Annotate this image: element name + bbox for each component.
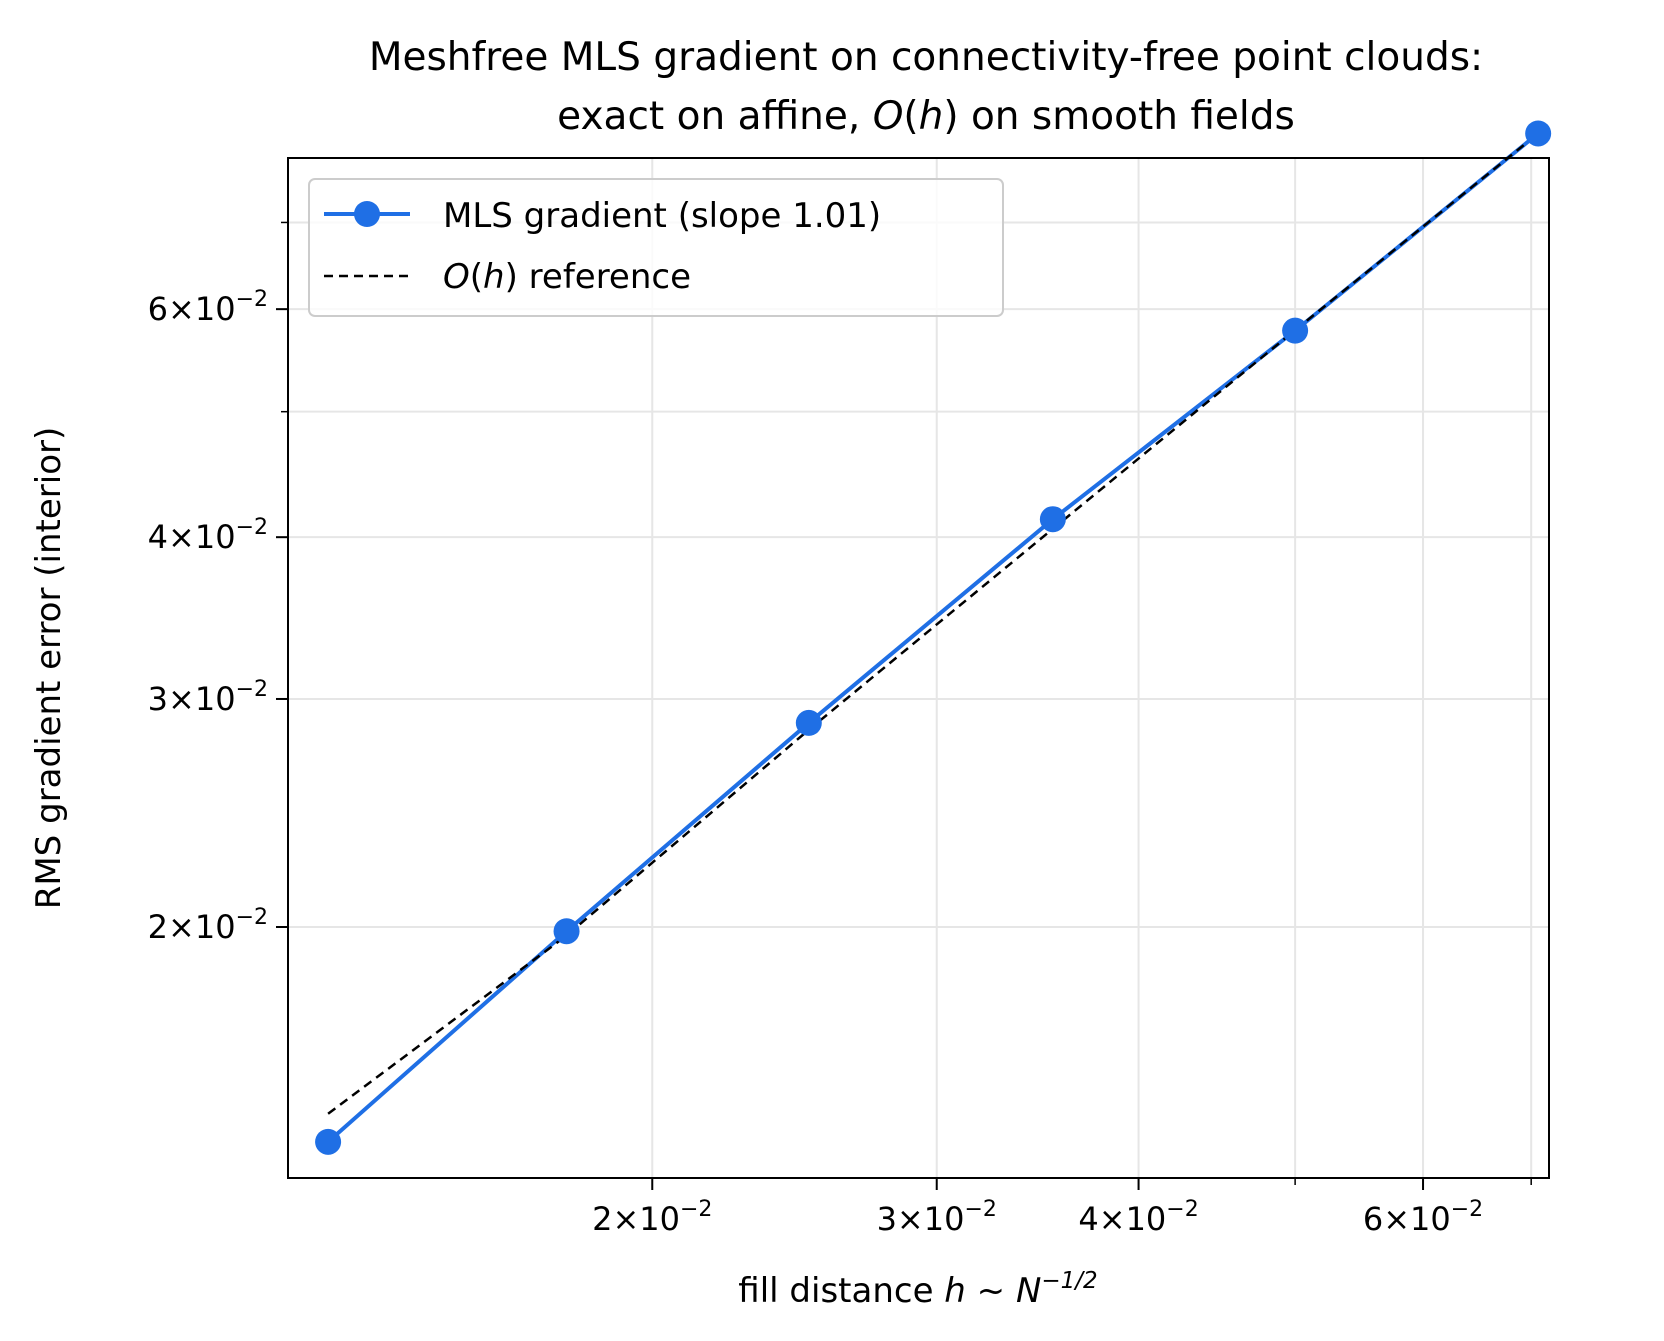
x-tick-label: 3×10−2 xyxy=(877,1197,997,1238)
data-point-mls xyxy=(553,918,580,945)
y-tick-label: 2×10−2 xyxy=(148,905,268,946)
legend: MLS gradient (slope 1.01) O(h) reference xyxy=(308,178,1004,317)
series-line-reference xyxy=(327,132,1539,1115)
data-point-mls xyxy=(1039,506,1066,533)
x-tick-label: 6×10−2 xyxy=(1363,1197,1483,1238)
data-point-mls xyxy=(1282,317,1309,344)
x-tick-label: 4×10−2 xyxy=(1078,1197,1198,1238)
data-point-mls xyxy=(315,1128,342,1155)
chart-title-line2: exact on affine, O(h) on smooth fields xyxy=(557,94,1295,139)
y-tick-label: 6×10−2 xyxy=(148,287,268,328)
axis-ticks: 2×10−2 3×10−2 4×10−2 6×10−2 2×10−2 3×10−2 4×10… xyxy=(148,221,1532,1238)
legend-label-reference: O(h) reference xyxy=(443,257,691,297)
legend-label-mls: MLS gradient (slope 1.01) xyxy=(443,196,881,236)
plot-frame xyxy=(287,157,1550,1179)
y-tick-label: 4×10−2 xyxy=(148,515,268,556)
y-tick-label: 3×10−2 xyxy=(148,677,268,718)
chart-title-line1: Meshfree MLS gradient on connectivity-fr… xyxy=(369,35,1483,80)
y-axis-label: RMS gradient error (interior) xyxy=(29,427,69,909)
x-tick-label: 2×10−2 xyxy=(592,1197,712,1238)
plot-series xyxy=(315,120,1552,1155)
data-point-mls xyxy=(795,709,822,736)
x-axis-label: fill distance h ~ N−1/2 xyxy=(738,1268,1097,1311)
legend-marker-mls xyxy=(354,201,380,227)
legend-box xyxy=(308,178,1004,317)
data-point-mls xyxy=(1525,120,1552,147)
